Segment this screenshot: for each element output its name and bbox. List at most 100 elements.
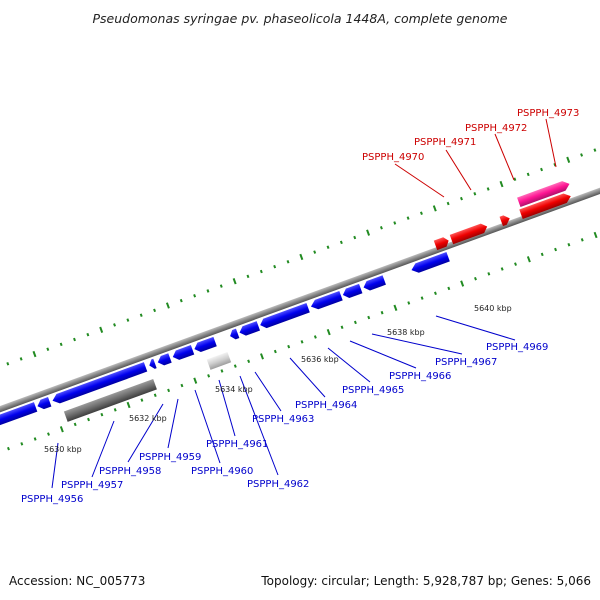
gene-label-PSPPH_4958[interactable]: PSPPH_4958: [99, 466, 161, 477]
tick-mark: [380, 310, 384, 315]
gene-PSPPH_4956[interactable]: [0, 402, 38, 427]
tick-mark: [540, 167, 543, 172]
gene-PSPPH_4964[interactable]: [238, 321, 261, 337]
gene-label-PSPPH_4959[interactable]: PSPPH_4959: [139, 452, 201, 463]
tick-mark: [567, 242, 571, 247]
tick-mark: [474, 276, 477, 281]
tick-mark: [593, 231, 598, 239]
leader-PSPPH_4959: [167, 398, 179, 449]
gene-label-PSPPH_4965[interactable]: PSPPH_4965: [342, 385, 404, 396]
tick-mark: [419, 211, 423, 215]
gene-PSPPH_4959[interactable]: [148, 358, 157, 370]
gene-PSPPH_4961[interactable]: [171, 345, 195, 362]
gene-label-PSPPH_4966[interactable]: PSPPH_4966: [389, 371, 451, 382]
gene-label-PSPPH_4973[interactable]: PSPPH_4973: [517, 108, 579, 119]
leader-PSPPH_4957: [91, 420, 115, 478]
gene-label-PSPPH_4967[interactable]: PSPPH_4967: [435, 357, 497, 368]
leader-PSPPH_4967: [371, 333, 463, 355]
map-title: Pseudomonas syringae pv. phaseolicola 14…: [92, 11, 507, 26]
tick-mark: [286, 260, 290, 264]
leader-PSPPH_4956: [51, 442, 59, 489]
scale-label: 5636 kbp: [301, 355, 339, 364]
leader-PSPPH_4958: [127, 403, 164, 463]
tick-mark: [99, 326, 104, 333]
gene-PSPPH_4963[interactable]: [228, 328, 240, 341]
tick-mark: [193, 294, 197, 298]
gene-PSPPH_4957[interactable]: [36, 397, 52, 411]
gene-PSPPH_4972[interactable]: [499, 214, 512, 227]
gene-PSPPH_4969[interactable]: [410, 252, 450, 275]
tick-mark: [499, 180, 504, 188]
gene-label-PSPPH_4971[interactable]: PSPPH_4971: [414, 137, 476, 148]
tick-mark: [514, 262, 517, 266]
tick-mark: [19, 357, 23, 361]
tick-mark: [233, 364, 237, 368]
tick-mark: [379, 226, 383, 230]
tick-mark: [460, 196, 463, 201]
reverse-strand-track: [0, 252, 450, 427]
gene-label-PSPPH_4970[interactable]: PSPPH_4970: [362, 152, 424, 163]
gene-PSPPH_4960[interactable]: [156, 353, 172, 367]
gene-PSPPH_4973[interactable]: [519, 191, 572, 219]
tick-mark: [220, 369, 224, 373]
scale-label: 5632 kbp: [129, 414, 167, 423]
leader-PSPPH_4973: [545, 118, 557, 168]
gene-PSPPH_4965[interactable]: [258, 302, 310, 330]
forward-strand-track: [433, 179, 572, 251]
gene-label-PSPPH_4962[interactable]: PSPPH_4962: [247, 479, 309, 490]
gene-PSPPH_4973-pseudo[interactable]: [517, 179, 571, 207]
tick-mark: [126, 401, 131, 409]
tick-mark: [340, 325, 344, 330]
gene-label-PSPPH_4960[interactable]: PSPPH_4960: [191, 466, 253, 477]
leader-PSPPH_4969: [435, 315, 516, 341]
tick-mark: [460, 280, 465, 287]
gene-PSPPH_4958-pseudo[interactable]: [63, 378, 157, 422]
tick-mark: [247, 359, 251, 364]
tick-mark: [33, 437, 37, 441]
tick-mark: [486, 187, 490, 191]
gene-PSPPH_4970[interactable]: [433, 236, 451, 251]
scale-label: 5630 kbp: [44, 445, 82, 454]
tick-mark: [287, 344, 291, 349]
tick-mark: [554, 247, 558, 252]
gene-label-PSPPH_4969[interactable]: PSPPH_4969: [486, 342, 548, 353]
tick-mark: [526, 256, 531, 263]
tick-mark: [393, 221, 397, 225]
tick-mark: [140, 398, 144, 402]
gene-label-PSPPH_4964[interactable]: PSPPH_4964: [295, 400, 357, 411]
leader-PSPPH_4971: [445, 149, 472, 191]
gene-PSPPH_4967b[interactable]: [362, 275, 386, 292]
tick-mark: [566, 156, 571, 163]
tick-mark: [580, 238, 584, 242]
gene-PSPPH_4962[interactable]: [193, 336, 217, 354]
leader-PSPPH_4966: [349, 340, 417, 369]
tick-mark: [232, 278, 237, 285]
tick-mark: [87, 417, 90, 422]
tick-mark: [273, 349, 277, 354]
leader-PSPPH_4963: [254, 371, 282, 412]
gene-label-PSPPH_4961[interactable]: PSPPH_4961: [206, 439, 268, 450]
tick-mark: [500, 267, 504, 271]
gene-PSPPH_4958[interactable]: [51, 362, 148, 405]
gene-PSPPH_4971[interactable]: [449, 222, 489, 245]
tick-mark: [46, 347, 50, 351]
gene-label-PSPPH_4972[interactable]: PSPPH_4972: [465, 123, 527, 134]
gene-label-PSPPH_4957[interactable]: PSPPH_4957: [61, 480, 123, 491]
tick-mark: [420, 296, 424, 300]
tick-mark: [313, 335, 317, 339]
tick-mark: [139, 313, 143, 317]
leader-lines: [51, 118, 557, 489]
tick-mark: [246, 274, 250, 279]
gene-PSPPH_4967[interactable]: [341, 283, 363, 300]
tick-mark: [153, 308, 157, 313]
tick-mark: [540, 252, 544, 257]
tick-mark: [207, 374, 211, 378]
tick-mark: [6, 362, 10, 366]
scale-label: 5634 kbp: [215, 385, 253, 394]
gene-label-PSPPH_4963[interactable]: PSPPH_4963: [252, 414, 314, 425]
gene-PSPPH_4966[interactable]: [309, 291, 343, 311]
tick-mark: [367, 315, 371, 320]
gene-label-PSPPH_4956[interactable]: PSPPH_4956: [21, 494, 83, 505]
gene-PSPPH_4962-pseudo[interactable]: [206, 351, 232, 370]
